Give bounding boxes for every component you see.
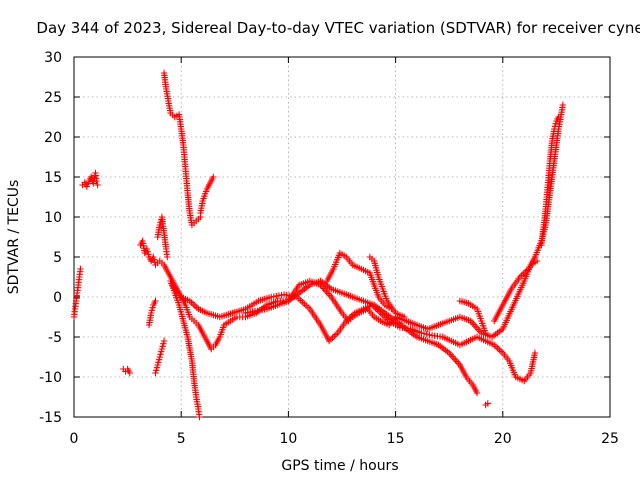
y-tick-label: 15 (44, 170, 62, 186)
x-tick-label: 25 (601, 431, 619, 447)
data-point (482, 329, 489, 337)
series-s11 (169, 281, 539, 385)
series-s4 (137, 237, 481, 397)
y-tick-label: 5 (53, 250, 62, 266)
data-point (77, 265, 84, 273)
data-point (160, 337, 168, 345)
axis-ticks: 0 5 10 15 20 25 -15 -10 -5 0 5 10 15 20 25 30 (39, 50, 619, 447)
y-tick-label: -5 (48, 330, 62, 346)
data-point (531, 349, 539, 357)
series-s16 (456, 297, 489, 337)
chart-title: Day 344 of 2023, Sidereal Day-to-day VTE… (36, 19, 640, 37)
x-tick-label: 15 (387, 431, 405, 447)
data-point (559, 101, 567, 109)
x-tick-label: 20 (494, 431, 512, 447)
data-point (93, 177, 100, 185)
plot-frame (73, 56, 611, 418)
series-s13 (323, 249, 395, 313)
data-point (164, 253, 171, 261)
data-point (152, 297, 159, 305)
x-axis-label: GPS time / hours (281, 458, 398, 474)
y-tick-label: -10 (39, 370, 62, 386)
series-s15 (482, 400, 491, 409)
y-tick-label: 20 (44, 130, 62, 146)
data-point (473, 389, 481, 397)
series-s1 (70, 265, 84, 321)
y-tick-label: 30 (44, 50, 62, 66)
y-axis-label: SDTVAR / TECUs (6, 180, 22, 295)
series-s7 (152, 337, 168, 377)
data-point (484, 400, 491, 407)
data-point (210, 173, 217, 181)
series-s5 (145, 297, 159, 329)
y-tick-label: 25 (44, 90, 62, 106)
data-point (94, 181, 101, 189)
series-s12 (242, 257, 541, 341)
y-tick-label: -15 (39, 410, 62, 426)
data-point (126, 369, 133, 377)
series-s10 (167, 277, 203, 421)
data-series (70, 69, 567, 421)
series-s3 (120, 365, 133, 377)
x-tick-label: 5 (177, 431, 186, 447)
grid (74, 57, 610, 417)
data-point (84, 180, 92, 187)
data-point (555, 113, 562, 121)
y-tick-label: 0 (53, 290, 62, 306)
x-tick-label: 10 (279, 431, 297, 447)
series-s9 (197, 173, 217, 217)
x-tick-label: 0 (70, 431, 79, 447)
data-point (83, 183, 91, 190)
series-s6 (154, 213, 171, 261)
data-point (196, 413, 203, 421)
series-s14 (366, 253, 408, 321)
series-s2 (79, 169, 101, 190)
series-s8 (160, 69, 204, 229)
series-s18 (538, 113, 562, 249)
y-tick-label: 10 (44, 210, 62, 226)
data-point (400, 313, 408, 321)
series-s17 (491, 101, 567, 325)
